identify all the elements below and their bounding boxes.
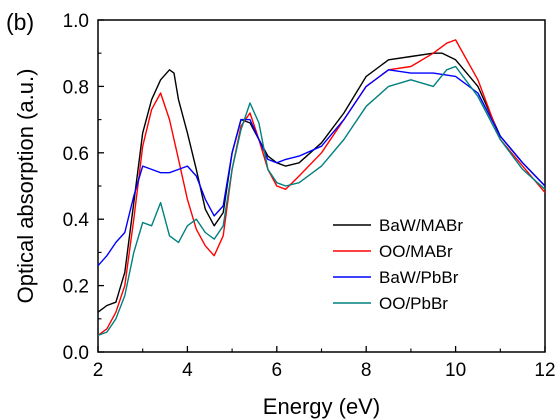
x-tick-label: 4 <box>182 360 193 381</box>
x-tick-label: 10 <box>445 360 466 381</box>
panel-label: (b) <box>6 9 34 35</box>
y-tick-label: 1.0 <box>63 11 89 32</box>
legend-label: OO/MABr <box>379 242 453 261</box>
x-tick-label: 12 <box>534 360 555 381</box>
legend-label: BaW/PbBr <box>379 268 459 287</box>
y-tick-label: 0.6 <box>63 144 89 165</box>
legend: BaW/MABr OO/MABr BaW/PbBr OO/PbBr <box>333 216 463 313</box>
x-tick-label: 6 <box>272 360 283 381</box>
x-tick-label: 2 <box>93 360 104 381</box>
series-line-baw-mabr <box>97 52 546 313</box>
y-tick-label: 0.8 <box>63 77 89 98</box>
x-axis-label: Energy (eV) <box>263 394 380 419</box>
x-tick-label: 8 <box>361 360 372 381</box>
plot-frame <box>97 19 546 353</box>
legend-label: OO/PbBr <box>379 294 448 313</box>
ticks-layer: 2 4 6 8 10 12 0.0 0.2 0.4 0.6 0.8 1.0 <box>63 11 556 381</box>
y-tick-label: 0.4 <box>63 210 90 231</box>
series-layer <box>97 39 546 337</box>
series-line-oo-pbbr <box>97 65 546 337</box>
series-line-oo-mabr <box>97 39 546 336</box>
plot-area: 2 4 6 8 10 12 0.0 0.2 0.4 0.6 0.8 1.0 <box>63 11 556 381</box>
y-tick-label: 0.2 <box>63 277 89 298</box>
y-tick-label: 0.0 <box>63 343 89 364</box>
series-line-baw-pbbr <box>97 69 546 267</box>
legend-label: BaW/MABr <box>379 216 463 235</box>
y-axis-label: Optical absorption (a.u.) <box>13 69 38 304</box>
